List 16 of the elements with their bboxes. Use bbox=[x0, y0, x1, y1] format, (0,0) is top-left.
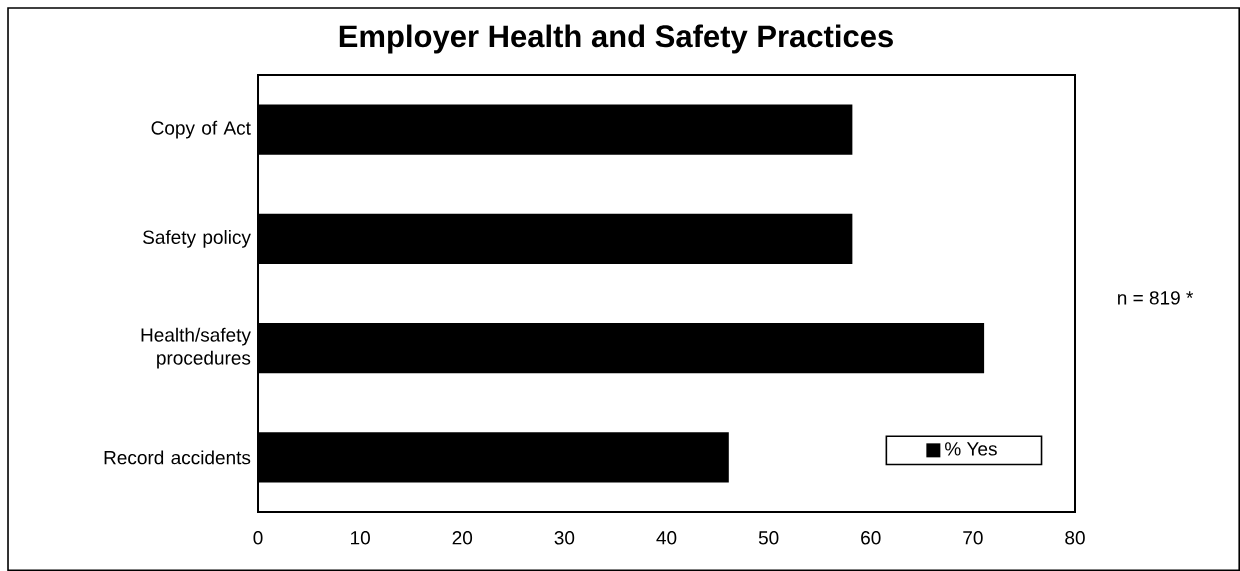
y-tick-label: Safety policy bbox=[143, 230, 251, 248]
x-tick-label: 50 bbox=[758, 531, 779, 545]
x-tick-label: 20 bbox=[452, 531, 473, 545]
x-tick-label: 30 bbox=[554, 531, 575, 545]
chart-title: Employer Health and Safety Practices bbox=[339, 24, 893, 54]
y-tick-label: Copy of Act bbox=[151, 120, 251, 139]
legend-label: % Yes bbox=[945, 442, 997, 456]
y-tick-label: Record accidents bbox=[104, 450, 251, 465]
x-tick-label: 80 bbox=[1065, 531, 1085, 545]
y-tick-label: Health/safety procedures bbox=[141, 327, 251, 369]
x-tick-label: 0 bbox=[253, 531, 263, 545]
x-tick-label: 40 bbox=[656, 531, 677, 545]
x-tick-label: 60 bbox=[861, 531, 881, 545]
text: n = 819 * bbox=[1118, 291, 1194, 305]
x-tick-label: 70 bbox=[963, 531, 983, 545]
x-tick-label: 10 bbox=[351, 531, 370, 545]
